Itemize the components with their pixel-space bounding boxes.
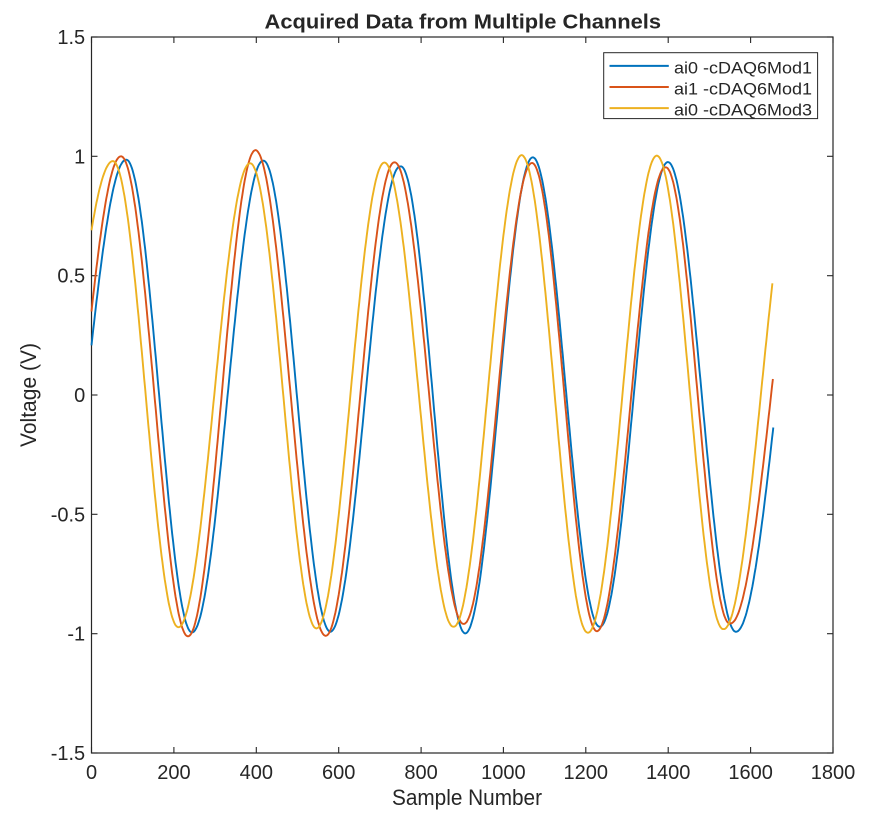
svg-text:ai1 -cDAQ6Mod1: ai1 -cDAQ6Mod1	[674, 79, 812, 98]
svg-text:1.5: 1.5	[57, 27, 85, 49]
svg-text:1: 1	[74, 146, 85, 168]
svg-text:-1: -1	[67, 624, 85, 646]
svg-text:-0.5: -0.5	[51, 504, 85, 526]
svg-text:1400: 1400	[646, 762, 691, 784]
svg-text:1000: 1000	[481, 762, 526, 784]
svg-text:ai0 -cDAQ6Mod1: ai0 -cDAQ6Mod1	[674, 58, 812, 77]
svg-text:200: 200	[157, 762, 190, 784]
svg-text:1200: 1200	[564, 762, 609, 784]
svg-text:800: 800	[404, 762, 437, 784]
svg-text:Acquired Data from Multiple Ch: Acquired Data from Multiple Channels	[265, 12, 662, 34]
svg-text:Sample Number: Sample Number	[392, 785, 542, 810]
svg-text:400: 400	[240, 762, 273, 784]
svg-text:0: 0	[86, 762, 97, 784]
svg-text:1800: 1800	[811, 762, 856, 784]
svg-text:1600: 1600	[728, 762, 773, 784]
svg-text:ai0 -cDAQ6Mod3: ai0 -cDAQ6Mod3	[674, 101, 812, 120]
svg-text:-1.5: -1.5	[51, 743, 85, 765]
svg-text:0.5: 0.5	[57, 266, 85, 288]
svg-text:Voltage (V): Voltage (V)	[16, 343, 41, 447]
svg-text:0: 0	[74, 385, 85, 407]
svg-text:600: 600	[322, 762, 355, 784]
